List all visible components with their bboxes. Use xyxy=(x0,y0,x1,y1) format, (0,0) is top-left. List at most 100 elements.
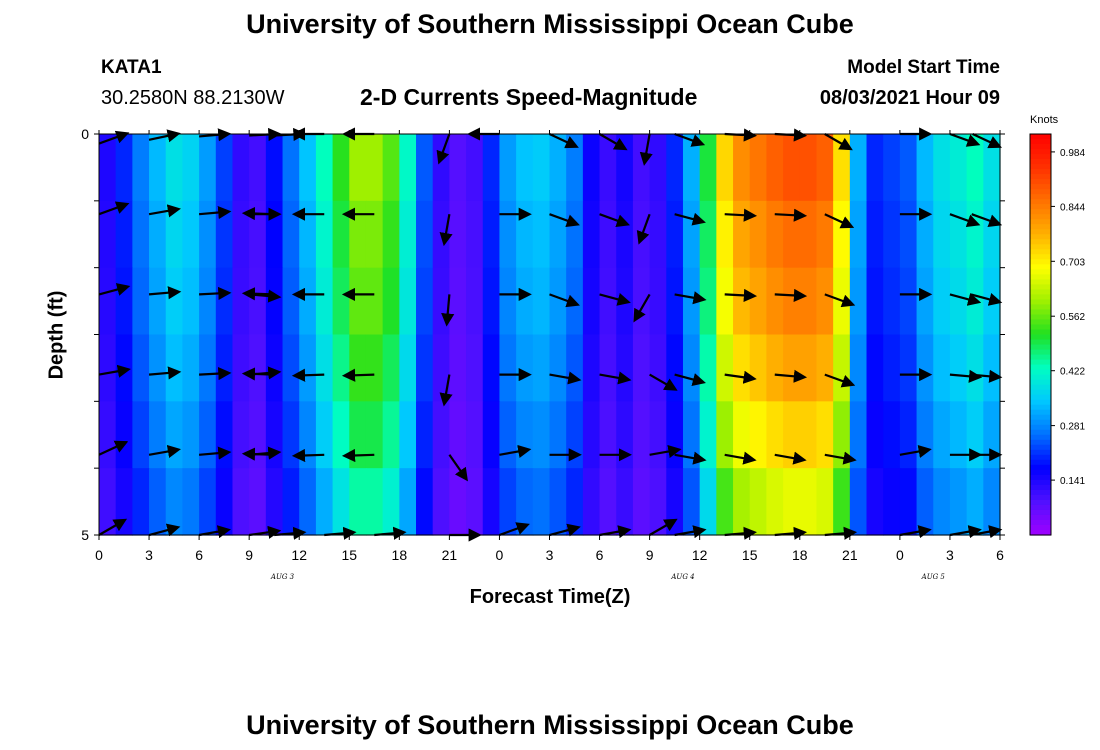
heatmap-cell xyxy=(549,334,567,402)
heatmap-cell xyxy=(516,267,534,336)
heatmap-cell xyxy=(499,401,517,469)
heatmap-cell xyxy=(849,134,868,202)
heatmap-cell xyxy=(365,401,384,469)
x-tick-label: 0 xyxy=(496,547,504,563)
heatmap-cell xyxy=(682,334,701,402)
heatmap-cell xyxy=(449,468,467,536)
heatmap-cell xyxy=(866,200,884,269)
heatmap-cell xyxy=(466,401,484,469)
heatmap-cell xyxy=(416,334,434,402)
current-vector-arrow xyxy=(824,373,856,388)
heatmap-cell xyxy=(332,334,350,402)
heatmap-cell xyxy=(382,267,400,336)
heatmap-cell xyxy=(699,468,717,536)
heatmap-cell xyxy=(416,267,434,336)
colorbar-segment xyxy=(1030,204,1051,210)
colorbar-segment xyxy=(1030,354,1051,361)
heatmap-cell xyxy=(549,267,567,336)
heatmap-cell xyxy=(432,134,450,202)
current-vector-arrow xyxy=(599,292,631,306)
heatmap-cell xyxy=(666,200,684,269)
heatmap-cell xyxy=(199,267,217,336)
colorbar-segment xyxy=(1030,289,1051,295)
colorbar-segment xyxy=(1030,419,1051,426)
heatmap-cell xyxy=(916,134,934,202)
heatmap-cell xyxy=(516,468,534,536)
current-vector-arrow xyxy=(599,213,631,227)
heatmap-cell xyxy=(199,334,217,402)
heatmap-cell xyxy=(649,401,667,469)
heatmap-cell xyxy=(99,134,117,202)
heatmap-cell xyxy=(432,468,450,536)
heatmap-cell xyxy=(616,401,634,469)
heatmap-cell xyxy=(482,267,501,336)
heatmap-cell xyxy=(299,401,317,469)
heatmap-cell xyxy=(499,200,517,269)
x-tick-label: 0 xyxy=(896,547,904,563)
heatmap-cell xyxy=(816,401,834,469)
current-vector-arrow xyxy=(674,212,706,226)
heatmap-cell xyxy=(132,401,150,469)
colorbar-segment xyxy=(1030,394,1051,401)
heatmap-cell xyxy=(966,401,984,469)
heatmap-cell xyxy=(516,401,534,469)
heatmap-cell xyxy=(149,401,167,469)
heatmap-cell xyxy=(849,468,868,536)
heatmap-cell xyxy=(983,200,1001,269)
colorbar-segment xyxy=(1030,299,1051,306)
heatmap-cell xyxy=(365,200,384,269)
current-vector-arrow xyxy=(724,451,757,465)
colorbar-segment xyxy=(1030,329,1051,336)
heatmap-cell xyxy=(249,200,267,269)
y-tick-label: 5 xyxy=(81,527,89,543)
colorbar-segment xyxy=(1030,494,1051,501)
current-vector-arrow xyxy=(949,292,982,306)
heatmap-cell xyxy=(566,401,584,469)
heatmap-cell xyxy=(399,334,417,402)
current-vector-arrow xyxy=(970,525,1003,539)
heatmap-cell xyxy=(716,468,734,536)
colorbar-segment xyxy=(1030,184,1051,190)
heatmap-cell xyxy=(332,267,350,336)
colorbar-segment xyxy=(1030,524,1051,531)
heatmap-cell xyxy=(616,334,634,402)
current-vector-arrow xyxy=(98,201,130,216)
heatmap-cell xyxy=(332,468,350,536)
heatmap-cell xyxy=(299,334,317,402)
heatmap-cell xyxy=(749,468,768,536)
current-vector-arrow xyxy=(949,369,983,383)
current-vector-arrow xyxy=(549,523,581,537)
heatmap-cell xyxy=(299,267,317,336)
colorbar-segment xyxy=(1030,409,1051,416)
heatmap-cell xyxy=(566,200,584,269)
heatmap-cell xyxy=(716,200,734,269)
x-tick-label: 3 xyxy=(946,547,954,563)
x-tick-label: 3 xyxy=(145,547,153,563)
current-vector-arrow xyxy=(439,214,453,247)
heatmap-cell xyxy=(599,334,617,402)
heatmap-cell xyxy=(416,468,434,536)
heatmap-cell xyxy=(599,267,617,336)
current-vector-arrow xyxy=(499,522,530,537)
current-vector-arrow xyxy=(972,133,1002,149)
colorbar-segment xyxy=(1030,514,1051,521)
current-vector-arrow xyxy=(148,204,181,218)
heatmap-cell xyxy=(115,334,133,402)
current-vector-arrow xyxy=(674,451,707,465)
heatmap-cell xyxy=(983,334,1001,402)
heatmap-cell xyxy=(132,200,150,269)
colorbar-segment xyxy=(1030,344,1051,351)
x-tick-label: 12 xyxy=(692,547,708,563)
chart-title: 2-D Currents Speed-Magnitude xyxy=(360,84,698,110)
colorbar-tick-label: 0.562 xyxy=(1060,312,1085,323)
heatmap-cell xyxy=(949,334,968,402)
colorbar-segment xyxy=(1030,164,1051,170)
heatmap-cell xyxy=(532,334,551,402)
heatmap-cell xyxy=(582,401,601,469)
heatmap-cell xyxy=(215,134,234,202)
heatmap-cell xyxy=(282,468,300,536)
heatmap-cell xyxy=(382,334,400,402)
heatmap-cell xyxy=(449,267,467,336)
colorbar-segment xyxy=(1030,454,1051,461)
heatmap-cell xyxy=(466,200,484,269)
